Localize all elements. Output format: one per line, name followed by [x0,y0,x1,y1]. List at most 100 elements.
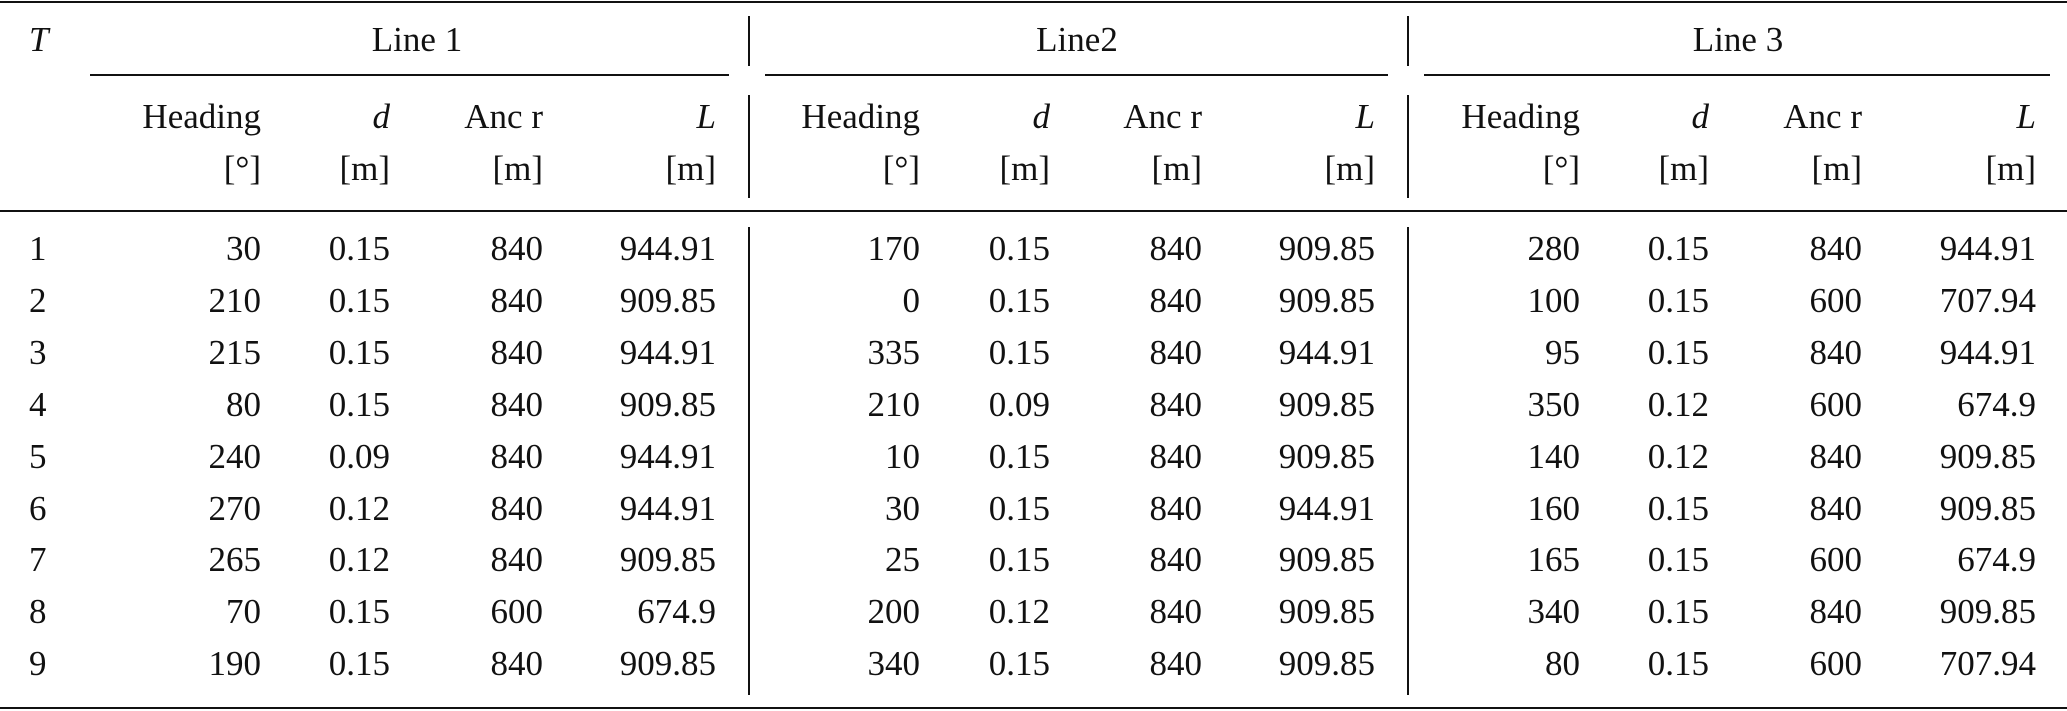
cell: 165 [1527,540,1581,580]
cell: 840 [1809,229,1863,268]
cell: 707.94 [1939,644,2036,684]
cell: 909.85 [1278,436,1375,476]
cell: 25 [885,540,920,580]
cell: 674.9 [1957,384,2036,424]
cell: 944.91 [1278,332,1375,372]
cell: 0.15 [328,592,390,632]
cell: 0.15 [328,280,390,320]
group-underline [90,74,729,76]
cell: 200 [867,592,921,632]
cell: 600 [1809,280,1863,320]
column-separator [748,227,750,695]
cell: 0.15 [1647,280,1709,320]
column-name: d [372,97,391,136]
column-separator [1407,227,1409,695]
cell: 280 [1527,229,1581,268]
column-name: Heading [801,97,920,136]
cell: 909.85 [619,280,716,320]
cell: 944.91 [1939,229,2036,268]
cell: 840 [490,280,544,320]
cell: 600 [1809,644,1863,684]
cell: 95 [1545,332,1580,372]
cell: 0.15 [1647,332,1709,372]
cell: 840 [1809,488,1863,528]
cell: 909.85 [1939,592,2036,632]
row-label: 1 [29,229,47,268]
row-label: 8 [29,592,47,632]
column-unit: [m] [665,149,716,188]
cell: 190 [208,644,262,684]
cell: 30 [885,488,920,528]
cell: 944.91 [619,436,716,476]
cell: 170 [867,229,921,268]
cell: 840 [1149,540,1203,580]
cell: 840 [490,488,544,528]
cell: 0.12 [328,488,390,528]
cell: 80 [226,384,261,424]
cell: 0.15 [1647,644,1709,684]
column-unit: [m] [492,149,543,188]
cell: 840 [1809,332,1863,372]
group-title: Line2 [1036,20,1118,59]
cell: 840 [1149,488,1203,528]
cell: 0.15 [328,332,390,372]
column-unit: [°] [223,149,261,188]
row-label: 9 [29,644,47,684]
column-unit: [m] [1985,149,2036,188]
cell: 270 [208,488,262,528]
cell: 600 [490,592,544,632]
column-separator [1407,95,1409,198]
cell: 909.85 [1278,280,1375,320]
cell: 840 [490,229,544,268]
cell: 909.85 [1278,384,1375,424]
cell: 0.15 [328,644,390,684]
cell: 944.91 [1939,332,2036,372]
cell: 0.15 [1647,229,1709,268]
cell: 0.15 [1647,592,1709,632]
cell: 909.85 [1278,644,1375,684]
mid-rule [0,210,2067,212]
cell: 210 [208,280,262,320]
cell: 0.15 [988,229,1050,268]
cell: 909.85 [1939,488,2036,528]
cell: 840 [490,332,544,372]
cell: 0.15 [328,384,390,424]
cell: 909.85 [1278,592,1375,632]
cell: 240 [208,436,262,476]
cell: 674.9 [1957,540,2036,580]
cell: 840 [1149,332,1203,372]
cell: 840 [1809,436,1863,476]
cell: 840 [1149,229,1203,268]
row-label-header: T [29,20,49,59]
cell: 0.12 [988,592,1050,632]
cell: 160 [1527,488,1581,528]
column-name: d [1691,97,1710,136]
cell: 0.09 [988,384,1050,424]
column-name: Heading [1461,97,1580,136]
column-unit: [m] [1324,149,1375,188]
column-name: Anc r [1123,97,1202,136]
row-label: 3 [29,332,47,372]
group-underline [765,74,1388,76]
cell: 30 [226,229,261,268]
column-unit: [°] [1542,149,1580,188]
cell: 0.15 [988,540,1050,580]
cell: 0.15 [988,280,1050,320]
cell: 944.91 [619,332,716,372]
cell: 0.15 [988,332,1050,372]
cell: 215 [208,332,262,372]
cell: 840 [1149,384,1203,424]
column-name: Heading [142,97,261,136]
column-name: Anc r [1783,97,1862,136]
column-name: L [2016,97,2036,136]
column-separator [748,16,750,66]
cell: 909.85 [1278,540,1375,580]
cell: 600 [1809,384,1863,424]
cell: 840 [490,644,544,684]
cell: 0.15 [988,644,1050,684]
cell: 944.91 [1278,488,1375,528]
cell: 840 [1149,644,1203,684]
column-name: Anc r [464,97,543,136]
cell: 840 [1809,592,1863,632]
